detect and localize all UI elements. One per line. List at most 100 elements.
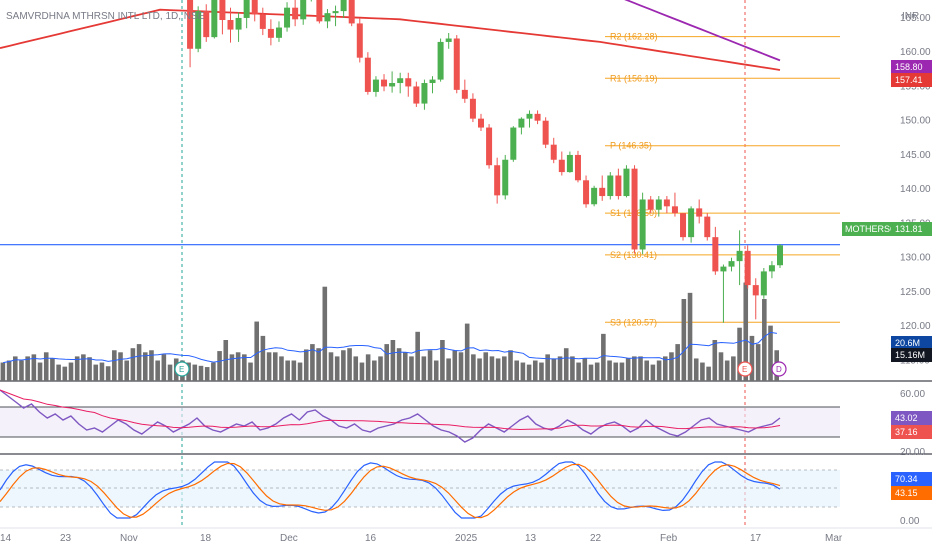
price-axis-tick: 145.00 (900, 150, 931, 161)
volume-bar (12, 356, 18, 381)
volume-bar (712, 340, 718, 381)
candle-body (243, 0, 250, 18)
volume-bar (211, 362, 216, 381)
candle-body (712, 237, 719, 272)
volume-bar (576, 362, 581, 381)
volume-bar (254, 321, 259, 381)
candle-body (518, 118, 525, 128)
volume-bar (440, 340, 445, 381)
volume-bar (700, 362, 705, 381)
pivot-label: R2 (162.28) (610, 32, 658, 42)
volume-bar (471, 354, 476, 381)
candle-body (397, 78, 404, 84)
last-price-badge: 131.81 (895, 224, 923, 234)
volume-bar (458, 352, 464, 381)
currency-label: INR (902, 11, 919, 22)
volume-bar (130, 348, 136, 381)
candle-body (591, 187, 598, 205)
candle-body (671, 206, 678, 214)
volume-bar (341, 350, 346, 381)
candle-body (453, 38, 460, 90)
volume-bar (248, 362, 253, 381)
candle-body (364, 57, 371, 92)
volume-bar (378, 356, 383, 381)
rsi-value-badge: 43.02 (895, 413, 918, 423)
volume-bar (242, 354, 247, 381)
candle-body (720, 266, 727, 272)
volume-bar (644, 360, 649, 381)
volume-bar (427, 350, 433, 381)
candle-body (259, 14, 266, 29)
pivot-label: R1 (156.19) (610, 73, 658, 83)
volume-bar (402, 352, 408, 381)
volume-bar (50, 358, 55, 381)
volume-bar (235, 352, 241, 381)
volume-bar (316, 348, 321, 381)
ma-red-badge: 157.41 (895, 75, 923, 85)
volume-bar (619, 362, 625, 381)
candle-body (542, 120, 549, 145)
ma-purple-badge-bg (891, 60, 932, 74)
volume-bar (724, 360, 730, 381)
pivot-label: S3 (120.57) (610, 317, 657, 327)
volume-bar (520, 362, 526, 381)
volume-bar (390, 340, 396, 381)
candle-body (688, 208, 695, 238)
volume-bar (563, 348, 569, 381)
candle-body (300, 0, 307, 20)
volume-bar (464, 323, 470, 381)
time-axis-label: Feb (660, 533, 678, 544)
time-axis-label: 2025 (455, 533, 478, 544)
volume-bar (625, 358, 631, 381)
candle-body (663, 199, 670, 207)
candle-body (421, 83, 428, 104)
candle-body (623, 168, 630, 197)
candle-body (429, 79, 436, 84)
volume-bar (446, 358, 451, 381)
rsi-ma-line (0, 389, 781, 431)
volume-bar (693, 358, 699, 381)
volume-bar (681, 299, 687, 381)
symbol-badge: MOTHERSON (845, 224, 904, 234)
volume-bar (532, 360, 538, 381)
volume-bar (68, 362, 74, 381)
candle-body (510, 127, 517, 160)
candle-body (768, 265, 775, 272)
volume-bar (508, 350, 513, 381)
volume-bar (749, 335, 755, 381)
volume-bar (279, 356, 284, 381)
candle-body (607, 175, 614, 197)
volume-bar (526, 364, 532, 381)
volume-bar (353, 356, 359, 381)
volume-bar (112, 350, 117, 381)
candle-body (478, 118, 484, 128)
candle-body (760, 271, 767, 296)
volume-bar (650, 364, 656, 381)
pivot-label: P (146.35) (610, 141, 652, 151)
candle-body (696, 208, 703, 217)
volume-bar (204, 367, 210, 381)
earnings-event-icon (737, 361, 753, 377)
volume-bar (706, 366, 711, 381)
candle-body (413, 86, 420, 104)
rsi-axis-tick: 20.00 (900, 447, 925, 458)
volume-bar (62, 366, 68, 381)
moving-average-red (0, 8, 781, 71)
volume-badge-bg (891, 348, 932, 362)
dividend-event-icon (771, 361, 787, 377)
candle-body (219, 0, 226, 21)
candle-body (526, 113, 533, 119)
stoch-band (0, 470, 840, 507)
volume-bar (347, 348, 352, 381)
candle-body (777, 245, 783, 266)
time-axis-label: Nov (120, 533, 138, 544)
time-axis-label: Dec (280, 533, 298, 544)
candle-body (195, 11, 202, 49)
volume-bar (328, 352, 334, 381)
candle-body (494, 165, 501, 196)
time-axis-label: 14 (0, 533, 12, 544)
stoch-k-line (0, 461, 781, 519)
earnings-event-icon (174, 361, 190, 377)
